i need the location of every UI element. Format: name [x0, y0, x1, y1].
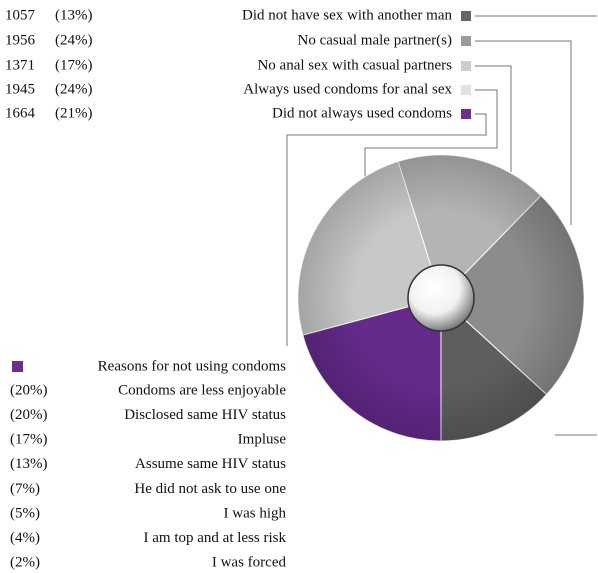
reason-text: Disclosed same HIV status: [124, 407, 286, 423]
legend-swatch: [461, 11, 471, 21]
legend-label: Did not have sex with another man: [242, 7, 452, 23]
reason-text: Assume same HIV status: [135, 456, 286, 472]
legend-label: Did not always used condoms: [272, 105, 452, 121]
reason-percent: (5%): [10, 505, 40, 521]
reason-percent: (17%): [10, 432, 48, 448]
reason-text: I am top and at less risk: [144, 530, 287, 546]
count-label: 1664: [5, 105, 36, 121]
reason-text: Impluse: [238, 432, 287, 448]
reason-percent: (4%): [10, 530, 40, 546]
reasons-swatch: [12, 361, 23, 372]
count-label: 1945: [5, 81, 35, 97]
percent-label: (24%): [55, 81, 93, 97]
count-label: 1057: [5, 7, 36, 23]
reasons-list: Reasons for not using condoms (20%) Condom…: [10, 358, 286, 570]
reason-percent: (20%): [10, 407, 48, 423]
reason-percent: (20%): [10, 382, 48, 398]
pie: [297, 154, 585, 442]
legend-swatch: [461, 61, 471, 71]
leader-lines: [286, 15, 597, 436]
reason-percent: (7%): [10, 481, 40, 497]
legend-label: No casual male partner(s): [297, 32, 452, 48]
legend: 1057 (13%) Did not have sex with another m…: [5, 7, 471, 121]
count-label: 1371: [5, 57, 35, 73]
reason-text: I was forced: [212, 555, 287, 571]
count-label: 1956: [5, 32, 36, 48]
percent-label: (17%): [55, 57, 93, 73]
legend-swatch: [461, 109, 471, 119]
legend-label: No anal sex with casual partners: [257, 57, 452, 73]
reason-percent: (13%): [10, 456, 48, 472]
legend-swatch: [461, 36, 471, 46]
reason-text: He did not ask to use one: [134, 481, 286, 497]
percent-label: (13%): [55, 7, 93, 23]
percent-label: (21%): [55, 105, 93, 121]
legend-swatch: [461, 85, 471, 95]
reason-text: Condoms are less enjoyable: [118, 382, 286, 398]
reason-percent: (2%): [10, 555, 40, 571]
percent-label: (24%): [55, 32, 93, 48]
donut-hole: [407, 264, 475, 332]
legend-label: Always used condoms for anal sex: [243, 81, 452, 97]
reason-text: I was high: [224, 505, 287, 521]
reasons-title: Reasons for not using condoms: [98, 358, 286, 374]
